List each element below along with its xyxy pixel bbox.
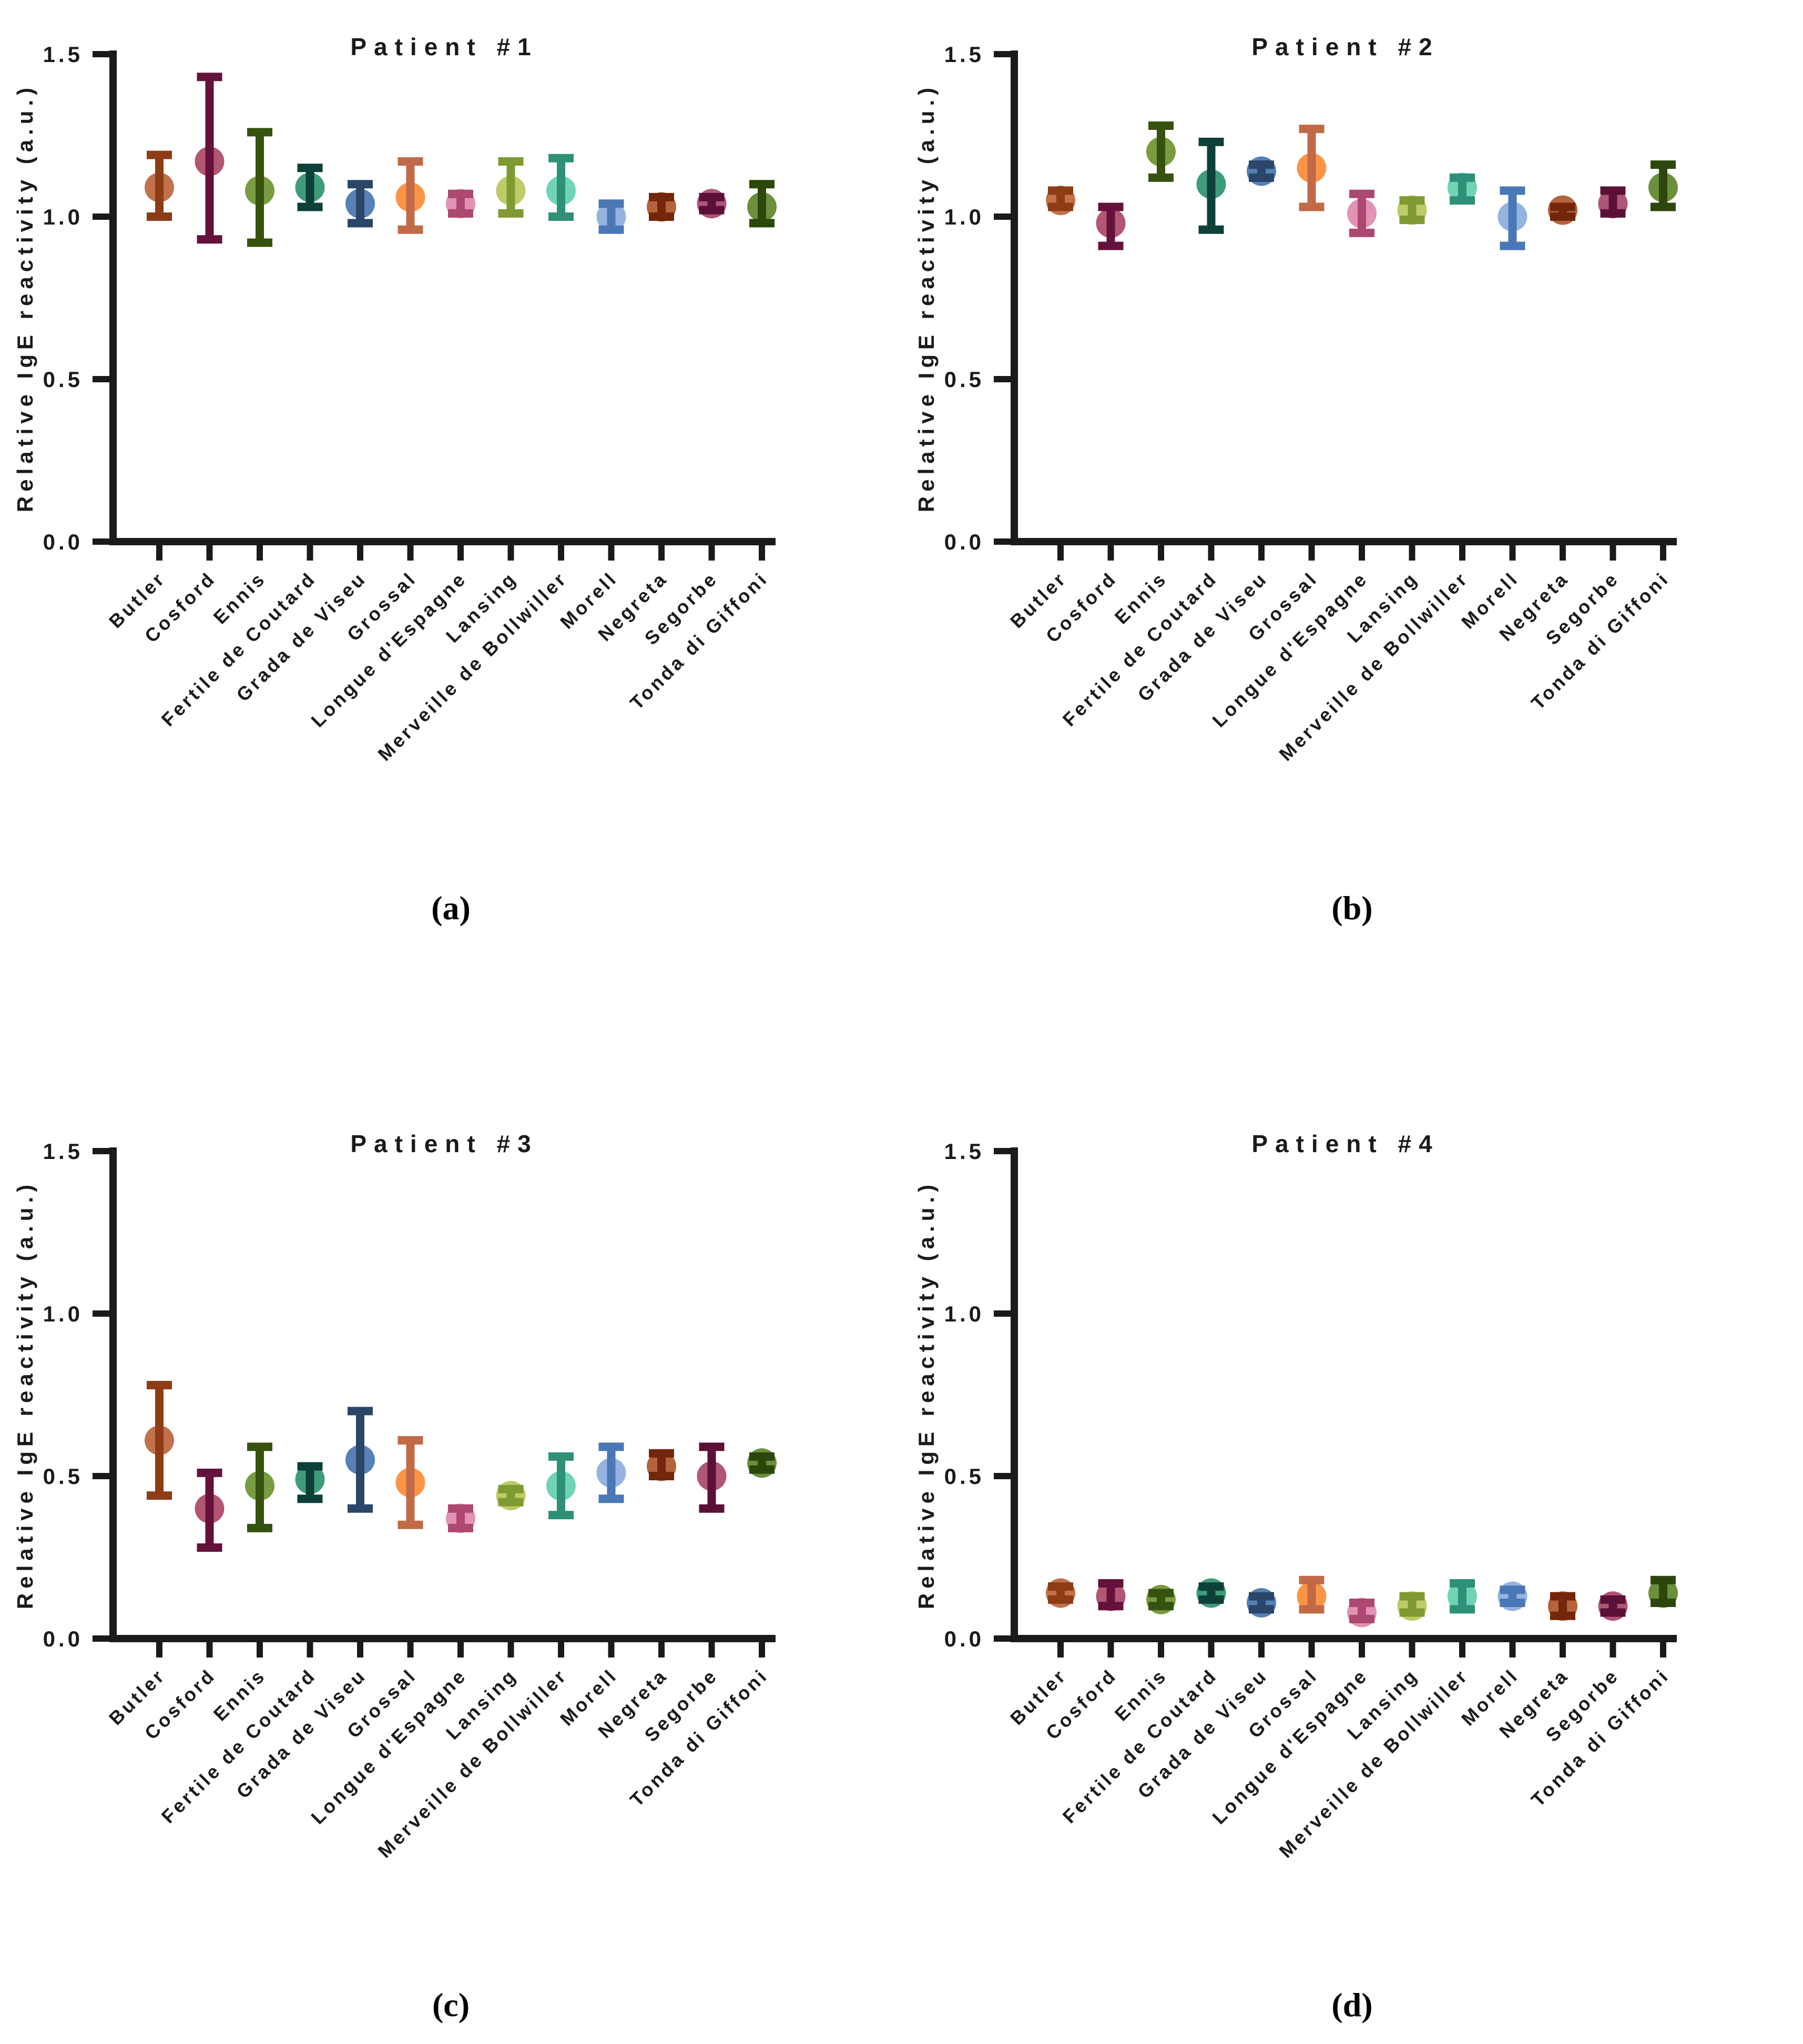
y-tick-label: 1.5	[944, 42, 984, 67]
y-tick-label: 0.5	[43, 1464, 83, 1489]
data-point-merveille-de-bollwiller	[546, 1452, 576, 1520]
data-point-longue-d-espagne	[1347, 189, 1377, 237]
panel-letter-d: (d)	[1331, 1986, 1373, 2023]
y-tick-label: 1.0	[43, 1301, 83, 1326]
data-point-negreta	[647, 1449, 676, 1481]
data-point-grada-de-viseu	[345, 1407, 375, 1513]
data-point-grossal	[395, 157, 425, 234]
data-point-segorbe	[1598, 1591, 1628, 1621]
data-point-butler	[145, 1380, 174, 1500]
data-point-tonda-di-giffoni	[1648, 160, 1678, 211]
data-point-segorbe	[697, 1442, 727, 1513]
y-tick-label: 0.0	[944, 1626, 984, 1651]
chart-title: Patient #3	[350, 1130, 538, 1157]
data-point-grada-de-viseu	[1247, 1588, 1276, 1618]
data-point-lansing	[1397, 195, 1427, 225]
chart-title: Patient #4	[1251, 1130, 1439, 1157]
data-point-tonda-di-giffoni	[747, 180, 777, 228]
data-point-lansing	[496, 157, 526, 218]
data-point-fertile-de-coutard	[1196, 137, 1226, 234]
y-tick-label: 0.5	[944, 367, 984, 392]
y-tick-label: 0.0	[43, 530, 83, 554]
data-point-morell	[1498, 186, 1527, 250]
data-point-lansing	[496, 1481, 526, 1511]
data-point-longue-d-espagne	[446, 1503, 475, 1533]
panel-letter-b: (b)	[1331, 889, 1373, 927]
data-point-fertile-de-coutard	[295, 164, 325, 211]
data-point-grossal	[395, 1436, 425, 1529]
data-point-butler	[1046, 186, 1075, 216]
data-point-grossal	[1297, 125, 1327, 211]
panel-patient-2: Patient #2 Relative IgE reactivity (a.u.)…	[901, 0, 1803, 1022]
data-point-merveille-de-bollwiller	[1448, 172, 1477, 205]
chart-patient-3: Patient #3 Relative IgE reactivity (a.u.)…	[13, 1130, 777, 1862]
data-point-butler	[145, 150, 174, 221]
data-point-segorbe	[1598, 186, 1628, 219]
y-tick-label: 1.0	[944, 205, 984, 229]
data-point-morell	[1498, 1581, 1527, 1611]
data-point-merveille-de-bollwiller	[1448, 1579, 1477, 1614]
y-tick-label: 0.0	[944, 530, 984, 554]
panel-patient-3: Patient #3 Relative IgE reactivity (a.u.)…	[0, 1097, 902, 2044]
data-point-grada-de-viseu	[1247, 156, 1276, 186]
data-point-fertile-de-coutard	[295, 1462, 325, 1503]
y-tick-label: 0.0	[43, 1626, 83, 1651]
chart-patient-4: Patient #4 Relative IgE reactivity (a.u.)…	[914, 1130, 1678, 1862]
data-point-tonda-di-giffoni	[747, 1448, 777, 1478]
data-point-lansing	[1397, 1591, 1427, 1621]
y-tick-label: 1.5	[43, 1139, 83, 1164]
panel-letter-c: (c)	[432, 1986, 470, 2023]
y-tick-label: 1.5	[43, 42, 83, 67]
data-point-merveille-de-bollwiller	[546, 154, 576, 221]
y-tick-label: 1.0	[43, 205, 83, 229]
panel-letter-a: (a)	[431, 889, 471, 927]
y-tick-label: 1.5	[944, 1139, 984, 1164]
data-point-grossal	[1297, 1575, 1327, 1614]
data-point-cosford	[1096, 202, 1126, 250]
data-point-cosford	[195, 1468, 225, 1552]
y-axis-label: Relative IgE reactivity (a.u.)	[914, 83, 939, 512]
panel-patient-4: Patient #4 Relative IgE reactivity (a.u.)…	[901, 1097, 1803, 2044]
data-point-negreta	[1548, 195, 1577, 225]
data-point-morell	[596, 199, 626, 234]
data-point-ennis	[245, 1442, 274, 1532]
data-point-grada-de-viseu	[345, 180, 375, 228]
data-point-cosford	[1096, 1579, 1126, 1611]
y-axis-label: Relative IgE reactivity (a.u.)	[914, 1180, 939, 1609]
y-tick-label: 1.0	[944, 1301, 984, 1326]
data-point-ennis	[245, 128, 274, 247]
data-point-longue-d-espagne	[446, 189, 475, 219]
y-tick-label: 0.5	[944, 1464, 984, 1489]
chart-title: Patient #2	[1251, 33, 1439, 60]
data-point-negreta	[1548, 1591, 1577, 1621]
data-point-negreta	[647, 192, 676, 222]
y-axis-label: Relative IgE reactivity (a.u.)	[13, 1180, 37, 1609]
chart-patient-2: Patient #2 Relative IgE reactivity (a.u.)…	[914, 33, 1678, 765]
data-point-morell	[596, 1442, 626, 1503]
data-point-tonda-di-giffoni	[1648, 1575, 1678, 1608]
data-point-butler	[1046, 1578, 1075, 1608]
data-point-cosford	[195, 73, 225, 244]
panel-patient-1: Patient #1 Relative IgE reactivity (a.u.)…	[0, 0, 902, 1022]
data-point-longue-d-espagne	[1347, 1598, 1377, 1628]
data-point-fertile-de-coutard	[1196, 1578, 1226, 1608]
chart-patient-1: Patient #1 Relative IgE reactivity (a.u.)…	[13, 33, 777, 765]
y-tick-label: 0.5	[43, 367, 83, 392]
data-point-ennis	[1146, 1584, 1176, 1614]
y-axis-label: Relative IgE reactivity (a.u.)	[13, 83, 37, 512]
data-point-segorbe	[697, 189, 727, 219]
data-point-ennis	[1146, 121, 1176, 182]
chart-title: Patient #1	[350, 33, 538, 60]
